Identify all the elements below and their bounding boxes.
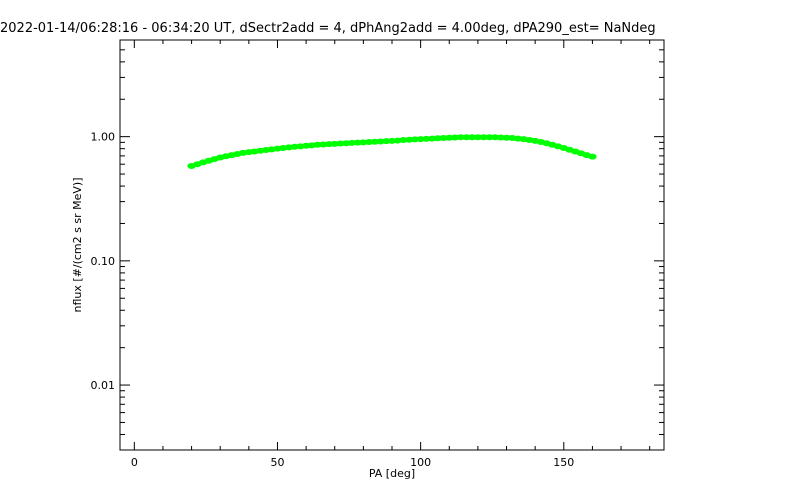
y-tick-label: 0.01 [91, 379, 116, 392]
x-axis-label: PA [deg] [369, 467, 415, 480]
chart-title: 2022-01-14/06:28:16 - 06:34:20 UT, dSect… [0, 21, 656, 36]
x-axis: 0 50 100 150 [131, 40, 651, 469]
data-series [187, 134, 597, 170]
y-tick-label: 1.00 [91, 131, 116, 144]
x-tick-label: 0 [131, 456, 138, 469]
x-tick-label: 150 [553, 456, 574, 469]
x-tick-label: 100 [410, 456, 431, 469]
y-axis: 0.01 0.10 1.00 [91, 39, 664, 451]
y-axis-label: nflux [#/(cm2 s sr MeV)] [71, 178, 84, 313]
y-tick-label: 0.10 [91, 255, 116, 268]
x-tick-label: 50 [270, 456, 284, 469]
data-point [588, 153, 597, 160]
